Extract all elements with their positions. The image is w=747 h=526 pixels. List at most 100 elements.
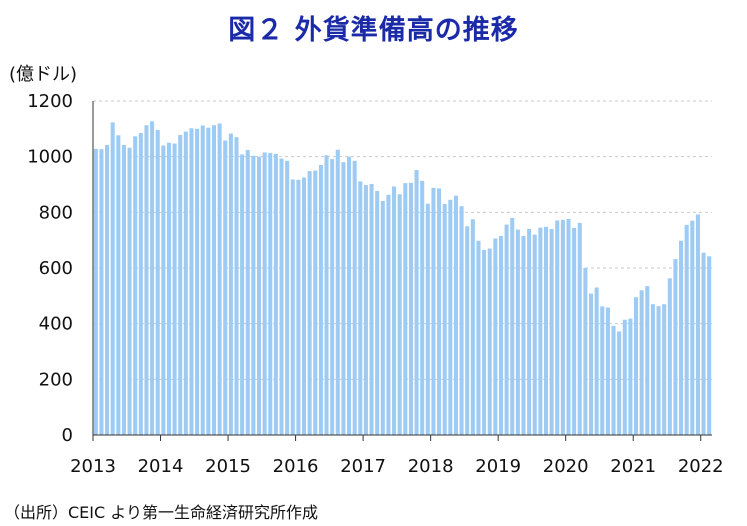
bar — [566, 219, 571, 435]
bar — [302, 177, 307, 436]
bar — [150, 121, 155, 435]
bar — [583, 268, 588, 435]
y-tick-label: 800 — [39, 202, 73, 223]
bar — [352, 160, 357, 435]
bar — [172, 143, 177, 435]
bar — [521, 235, 526, 435]
bar — [549, 229, 554, 435]
bar — [588, 293, 594, 435]
bar — [195, 128, 200, 435]
bar — [256, 156, 262, 436]
y-tick-label: 1000 — [27, 147, 73, 168]
bar — [628, 318, 633, 435]
bar — [200, 125, 205, 436]
bar — [577, 222, 582, 435]
bar — [121, 144, 126, 436]
bar — [639, 290, 644, 435]
bar — [279, 158, 284, 435]
bar — [510, 217, 515, 435]
y-tick-labels: 0 200 400 600 800 1000 1200 — [27, 91, 73, 446]
bar — [650, 304, 655, 435]
y-tick-label: 600 — [39, 258, 73, 279]
bar — [223, 140, 228, 435]
bar — [527, 229, 532, 435]
bar — [313, 170, 318, 435]
bar — [347, 156, 352, 436]
x-tick-label: 2019 — [475, 456, 521, 477]
bar — [392, 186, 397, 435]
bar — [166, 142, 171, 435]
bar — [673, 259, 678, 435]
x-tick-label: 2018 — [408, 456, 454, 477]
y-tick-label: 0 — [62, 425, 73, 446]
x-tick-label: 2017 — [340, 456, 386, 477]
bar — [684, 224, 689, 435]
bar — [453, 195, 458, 435]
bar — [358, 181, 363, 435]
bar — [290, 179, 295, 435]
bar — [138, 133, 143, 435]
bar — [482, 249, 487, 435]
bar — [600, 306, 605, 435]
x-tick-label: 2013 — [70, 456, 116, 477]
bar — [380, 200, 385, 435]
x-tick-labels: 2013 2014 2015 2016 2017 2018 2019 2020 2021 2022 — [70, 456, 724, 477]
bar — [375, 190, 380, 435]
bar — [679, 240, 684, 435]
bar — [397, 194, 402, 435]
bar — [268, 153, 273, 436]
bar — [634, 297, 639, 435]
chart-title: 図２ 外貨準備高の推移 — [228, 15, 519, 46]
bar — [622, 319, 627, 435]
bar — [414, 170, 419, 435]
bar — [183, 131, 188, 435]
bar — [408, 182, 413, 435]
bar — [538, 227, 543, 435]
x-tick-label: 2021 — [610, 456, 656, 477]
bar — [420, 180, 425, 435]
bar — [363, 185, 368, 435]
bar — [318, 165, 323, 435]
bar — [93, 148, 98, 435]
bar — [240, 154, 245, 435]
bar — [662, 304, 667, 435]
bar — [442, 203, 447, 435]
bar — [470, 219, 475, 435]
bar — [476, 240, 481, 435]
y-tick-label: 200 — [39, 369, 73, 390]
bar — [645, 286, 650, 435]
source-note: （出所）CEIC より第一生命経済研究所作成 — [4, 503, 318, 522]
x-tick-label: 2014 — [138, 456, 184, 477]
bar — [431, 187, 436, 435]
y-tick-label: 400 — [39, 314, 73, 335]
bar — [245, 149, 250, 436]
bar — [206, 127, 211, 435]
bar — [459, 206, 464, 435]
bar — [155, 129, 160, 435]
bar — [262, 152, 267, 436]
bar — [251, 155, 256, 435]
bar — [105, 144, 110, 436]
bar — [504, 224, 509, 435]
bars — [93, 121, 712, 436]
bar — [189, 128, 194, 435]
bar — [369, 183, 374, 435]
bar — [617, 331, 622, 435]
bar — [425, 203, 430, 435]
bar — [234, 137, 239, 435]
bar — [217, 123, 222, 436]
bar — [335, 149, 340, 435]
bar — [296, 179, 301, 435]
bar — [532, 234, 537, 435]
bar — [386, 194, 391, 435]
bar — [330, 159, 335, 436]
bar — [493, 238, 498, 435]
bar — [448, 199, 453, 435]
bar — [178, 134, 183, 435]
bar — [560, 219, 565, 435]
bar — [127, 147, 132, 435]
x-tick-label: 2022 — [678, 456, 724, 477]
bar-chart: (億ドル) 0 200 400 600 800 1000 1200 2013 2014 2015… — [9, 64, 724, 477]
bar — [116, 135, 121, 436]
y-tick-label: 1200 — [27, 91, 73, 112]
